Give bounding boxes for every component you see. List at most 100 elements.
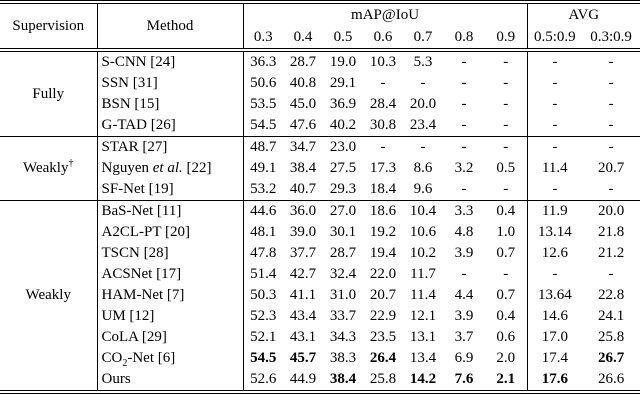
map-value-cell: 40.8: [289, 75, 317, 91]
col-header-iou-03: 0.3: [243, 26, 283, 52]
map-value-cell: -: [403, 136, 443, 158]
map-value-cell: 31.0: [329, 287, 357, 303]
method-cell: CO2-Net [6]: [97, 348, 244, 369]
method-cell: ACSNet [17]: [97, 264, 244, 285]
map-value-cell: 10.3: [363, 49, 403, 73]
table-row: A2CL-PT [20] 48.1 39.0 30.1 19.2 10.6 4.8 1.0 13…: [0, 222, 640, 243]
avg-value-cell: -: [608, 181, 614, 197]
map-value-cell: 3.9: [454, 308, 474, 324]
avg-value-cell: 17.4: [541, 350, 568, 366]
table-row: BSN [15] 53.5 45.0 36.9 28.4 20.0 - - - -: [0, 94, 640, 115]
map-value-cell: 0.6: [485, 327, 528, 348]
map-value-cell: 0.5: [485, 158, 528, 179]
map-value-cell: -: [461, 266, 467, 282]
map-value-cell: 22.9: [369, 308, 397, 324]
avg-value-cell: 25.8: [597, 329, 625, 345]
avg-value-cell: -: [552, 75, 558, 91]
table-row: Weakly BaS-Net [11] 44.6 36.0 27.0 18.6 10.4 3.…: [0, 200, 640, 392]
map-value-cell: -: [485, 94, 528, 115]
map-value-cell: -: [443, 49, 485, 73]
map-value-cell: 34.7: [283, 136, 323, 158]
results-table: Supervision Method mAP@IoU AVG 0.3 0.4 0…: [0, 0, 640, 394]
avg-value-cell: -: [608, 96, 614, 112]
col-header-iou-08: 0.8: [443, 26, 485, 52]
method-cell: S-CNN [24]: [97, 49, 244, 73]
map-value-cell: -: [443, 136, 485, 158]
avg-value-cell: -: [552, 266, 558, 282]
map-value-cell: 20.0: [409, 96, 437, 112]
map-value-cell: 29.1: [329, 75, 357, 91]
avg-value-cell: 20.7: [597, 160, 625, 176]
col-header-iou-09: 0.9: [485, 26, 528, 52]
map-value-cell: 20.7: [369, 287, 397, 303]
map-value-cell: 6.9: [454, 350, 474, 366]
map-value-cell: -: [485, 49, 528, 73]
avg-value-cell: -: [552, 181, 558, 197]
map-value-cell: 4.4: [454, 287, 474, 303]
avg-value-cell: -: [552, 117, 558, 133]
map-value-cell: 40.7: [289, 181, 317, 197]
map-value-cell: 49.1: [250, 160, 277, 176]
method-cell: SSN [31]: [97, 73, 244, 94]
avg-value-cell: 20.0: [582, 200, 640, 222]
map-value-cell: 0.7: [485, 285, 528, 306]
map-value-cell: 47.8: [250, 245, 277, 261]
method-cell: CoLA [29]: [97, 327, 244, 348]
avg-value-cell: 17.6: [541, 371, 568, 387]
map-value-cell: 51.4: [250, 266, 277, 282]
map-value-cell: 4.8: [454, 224, 474, 240]
avg-value-cell: -: [552, 96, 558, 112]
avg-value-cell: 13.14: [537, 224, 572, 240]
map-value-cell: 19.0: [323, 49, 363, 73]
map-value-cell: 42.7: [289, 266, 317, 282]
map-value-cell: 33.7: [329, 308, 357, 324]
map-value-cell: 18.6: [363, 200, 403, 222]
avg-value-cell: 13.64: [537, 287, 572, 303]
map-value-cell: -: [461, 181, 467, 197]
avg-value-cell: -: [608, 75, 614, 91]
avg-value-cell: 22.8: [597, 287, 625, 303]
map-value-cell: 3.3: [443, 200, 485, 222]
map-value-cell: 43.1: [289, 329, 317, 345]
map-value-cell: 11.7: [410, 266, 436, 282]
map-value-cell: 19.4: [369, 245, 397, 261]
map-value-cell: 28.4: [369, 96, 397, 112]
table-row: SSN [31] 50.6 40.8 29.1 - - - - - -: [0, 73, 640, 94]
map-value-cell: 2.1: [485, 369, 528, 392]
map-value-cell: 0.4: [485, 306, 528, 327]
map-value-cell: 23.4: [409, 117, 437, 133]
col-header-iou-06: 0.6: [363, 26, 403, 52]
map-value-cell: -: [485, 115, 528, 137]
map-value-cell: 23.5: [369, 329, 397, 345]
map-value-cell: 0.7: [485, 243, 528, 264]
map-value-cell: -: [461, 75, 467, 91]
map-value-cell: 12.1: [409, 308, 437, 324]
col-header-avg-group: AVG: [568, 6, 600, 23]
map-value-cell: 27.0: [323, 200, 363, 222]
map-value-cell: 3.2: [454, 160, 474, 176]
map-value-cell: 18.4: [369, 181, 397, 197]
map-value-cell: 41.1: [289, 287, 317, 303]
map-value-cell: -: [485, 179, 528, 201]
map-value-cell: 38.4: [289, 160, 317, 176]
map-value-cell: 36.0: [283, 200, 323, 222]
supervision-group-label: Weakly: [0, 200, 98, 392]
supervision-group-label: Weakly†: [0, 136, 98, 201]
map-value-cell: 13.1: [409, 329, 437, 345]
map-value-cell: 30.1: [329, 224, 357, 240]
table-row: Weakly† STAR [27] 48.7 34.7 23.0- - - - - -: [0, 136, 640, 201]
method-cell: Ours: [97, 369, 244, 392]
map-value-cell: 3.7: [454, 329, 474, 345]
col-header-iou-05: 0.5: [323, 26, 363, 52]
table-row: HAM-Net [7] 50.3 41.1 31.0 20.7 11.4 4.4 0.7 13.…: [0, 285, 640, 306]
map-value-cell: 5.3: [403, 49, 443, 73]
avg-value-cell: -: [608, 117, 614, 133]
map-value-cell: -: [485, 73, 528, 94]
method-cell: SF-Net [19]: [97, 179, 244, 201]
map-value-cell: 47.6: [289, 117, 317, 133]
map-value-cell: 36.3: [243, 49, 283, 73]
map-value-cell: 3.9: [454, 245, 474, 261]
map-value-cell: 48.7: [243, 136, 283, 158]
map-value-cell: 53.2: [250, 181, 277, 197]
table-row: Ours 52.6 44.9 38.4 25.8 14.2 7.6 2.1 17.6 26.6: [0, 369, 640, 392]
